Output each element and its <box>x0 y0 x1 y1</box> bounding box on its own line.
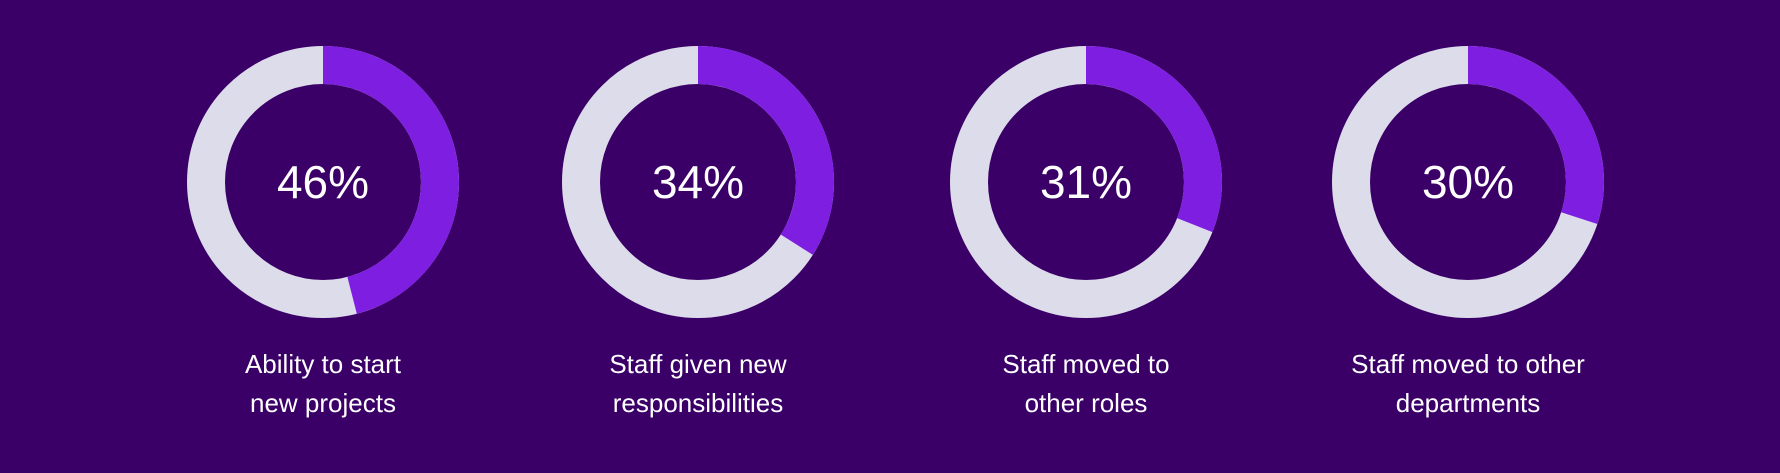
donut-chart: 31% Staff moved to other roles <box>936 0 1236 473</box>
donut-chart: 30% Staff moved to other departments <box>1318 0 1618 473</box>
donut-chart: 46% Ability to start new projects <box>173 0 473 473</box>
center-value-label: 34% <box>652 156 744 208</box>
donut-svg: 30% <box>1332 46 1604 318</box>
donut-chart: 34% Staff given new responsibilities <box>548 0 848 473</box>
donut-svg: 34% <box>562 46 834 318</box>
donut-caption: Ability to start new projects <box>244 349 402 418</box>
center-value-label: 30% <box>1422 156 1514 208</box>
center-value-label: 31% <box>1040 156 1132 208</box>
center-value-label: 46% <box>277 156 369 208</box>
donut-segment <box>1467 46 1604 225</box>
donut-segment <box>322 46 459 314</box>
donut-segment <box>697 46 834 255</box>
donut-caption: Staff given new responsibilities <box>609 349 787 418</box>
donut-caption: Staff moved to other roles <box>1002 349 1170 418</box>
donut-segment <box>1085 46 1222 233</box>
donut-svg: 31% <box>950 46 1222 318</box>
donut-caption: Staff moved to other departments <box>1351 349 1585 418</box>
donut-svg: 46% <box>187 46 459 318</box>
